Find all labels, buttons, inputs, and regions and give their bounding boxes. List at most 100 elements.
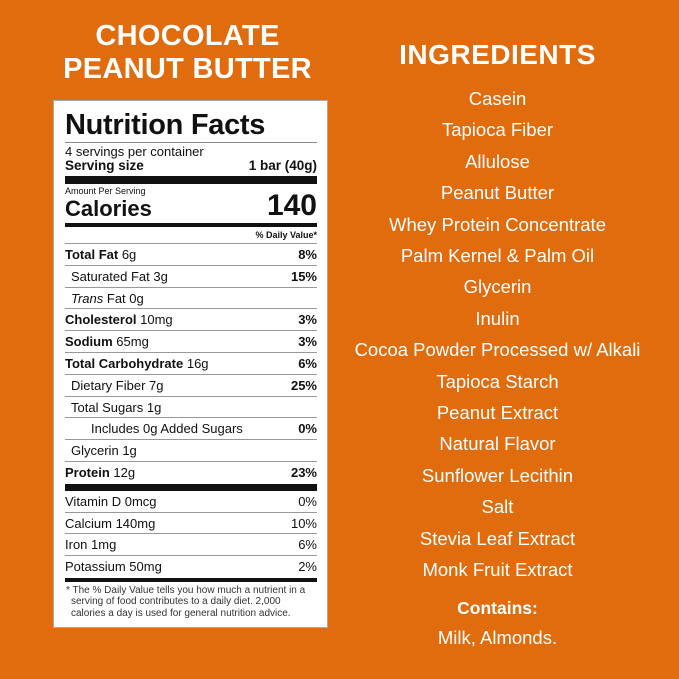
nutrient-amount: 65mg (116, 334, 149, 350)
nutrient-row: Cholesterol 10mg 3% (65, 309, 317, 332)
ingredient-item: Salt (481, 496, 514, 518)
daily-value-header: % Daily Value* (65, 227, 317, 244)
nutrient-label: Glycerin 1g (65, 440, 137, 461)
nutrient-dv: 0% (298, 421, 317, 437)
calories-label: Calories (65, 196, 152, 221)
vitamin-dv: 2% (298, 559, 317, 575)
ingredient-item: Stevia Leaf Extract (419, 527, 576, 549)
nutrient-dv: 3% (298, 334, 317, 350)
nutrient-row: Total Fat 6g 8% (65, 244, 317, 266)
vitamin-row: Potassium 50mg 2% (65, 556, 317, 578)
nutrient-label: Dietary Fiber 7g (65, 375, 164, 396)
footnote: * The % Daily Value tells you how much a… (66, 584, 306, 619)
nutrient-row: Dietary Fiber 7g 25% (65, 375, 317, 397)
serving-size-value: 1 bar (40g) (248, 158, 317, 173)
amount-per-serving: Amount Per Serving (65, 186, 146, 196)
vitamin-dv: 10% (290, 515, 317, 531)
nutrient-name: Dietary Fiber (71, 377, 146, 393)
contains-value: Milk, Almonds. (437, 627, 558, 648)
nutrient-amount: 1g (122, 443, 137, 459)
nutrient-name: Total Fat (65, 247, 119, 262)
medium-divider (65, 223, 317, 227)
vitamin-name: Iron 1mg (65, 537, 117, 553)
vitamin-row: Iron 1mg 6% (65, 534, 317, 557)
nutrient-row: Trans Fat 0g (65, 288, 317, 310)
nutrient-amount: Fat 0g (106, 290, 144, 306)
nutrient-name: Protein (65, 464, 110, 480)
ingredient-item: Casein (468, 88, 527, 109)
ingredient-item: Cocoa Powder Processed w/ Alkali (354, 339, 641, 361)
nutrient-dv: 8% (298, 247, 317, 262)
serving-size: Serving size 1 bar (40g) (65, 158, 317, 173)
ingredient-item: Monk Fruit Extract (422, 559, 573, 580)
calories-value: 140 (266, 189, 317, 222)
nutrient-label: Saturated Fat 3g (65, 266, 168, 287)
nutrient-amount: 7g (149, 377, 164, 393)
vitamin-name: Vitamin D 0mcg (65, 493, 157, 509)
vitamin-name: Potassium 50mg (65, 559, 162, 575)
thick-divider (65, 483, 317, 491)
nutrient-name: Trans (71, 290, 104, 306)
nutrient-name: Total Sugars (71, 399, 144, 415)
nutrient-row: Saturated Fat 3g 15% (65, 266, 317, 288)
nutrient-dv: 6% (298, 355, 317, 371)
contains-label: Contains: (457, 598, 538, 618)
nutrient-label: Total Fat 6g (65, 244, 136, 265)
vitamin-rows: Vitamin D 0mcg 0% Calcium 140mg 10% Iron 1mg… (65, 491, 317, 578)
nutrient-name: Sodium (65, 334, 113, 350)
nutrient-label: Total Carbohydrate 16g (65, 353, 209, 374)
ingredient-item: Allulose (465, 150, 530, 172)
vitamin-row: Vitamin D 0mcg 0% (65, 491, 317, 513)
nutrient-amount: 6g (121, 247, 137, 262)
servings-per-container: 4 servings per container (65, 144, 204, 159)
ingredient-item: Tapioca Starch (436, 370, 559, 392)
nutrient-row: Includes 0g Added Sugars 0% (65, 418, 317, 441)
medium-divider (65, 577, 317, 582)
nutrient-label: Cholesterol 10mg (65, 309, 173, 330)
product-title-line1: CHOCOLATE (95, 20, 280, 52)
ingredients-heading: INGREDIENTS (399, 39, 596, 70)
nutrition-heading: Nutrition Facts (65, 109, 317, 143)
calories-row: Calories 140 (65, 191, 317, 221)
nutrient-label: Total Sugars 1g (65, 397, 161, 418)
ingredient-item: Sunflower Lecithin (421, 464, 574, 486)
nutrient-rows: Total Fat 6g 8% Saturated Fat 3g 15% Trans F… (65, 244, 317, 484)
thick-divider (65, 176, 317, 184)
nutrient-name: Total Carbohydrate (65, 355, 184, 371)
vitamin-dv: 6% (298, 537, 317, 553)
nutrient-name: Cholesterol (65, 312, 137, 328)
nutrient-row: Total Sugars 1g (65, 397, 317, 419)
nutrient-row: Glycerin 1g (65, 440, 317, 462)
nutrition-facts-label: Nutrition Facts 4 servings per container… (53, 100, 328, 628)
nutrient-amount: 10mg (140, 312, 173, 328)
nutrient-amount: 1g (146, 399, 162, 415)
vitamin-dv: 0% (298, 493, 317, 509)
nutrient-row: Sodium 65mg 3% (65, 331, 317, 353)
nutrient-dv: 23% (290, 464, 317, 480)
nutrient-row: Protein 12g 23% (65, 462, 317, 484)
ingredient-item: Palm Kernel & Palm Oil (400, 245, 595, 266)
nutrient-label: Includes 0g Added Sugars (65, 418, 243, 439)
nutrient-dv: 3% (298, 312, 317, 328)
nutrient-name: Glycerin (71, 443, 119, 459)
ingredient-item: Tapioca Fiber (441, 119, 554, 141)
nutrient-label: Protein 12g (65, 462, 135, 484)
serving-size-label: Serving size (65, 158, 144, 173)
nutrient-dv: 15% (290, 268, 317, 284)
ingredient-item: Glycerin (463, 276, 532, 298)
ingredient-item: Peanut Butter (440, 182, 555, 204)
nutrient-amount: 12g (113, 464, 136, 480)
nutrient-label: Trans Fat 0g (65, 288, 144, 309)
vitamin-row: Calcium 140mg 10% (65, 513, 317, 535)
ingredient-item: Peanut Extract (436, 402, 559, 423)
vitamin-name: Calcium 140mg (65, 515, 156, 531)
ingredient-item: Inulin (475, 307, 520, 329)
nutrient-row: Total Carbohydrate 16g 6% (65, 353, 317, 375)
nutrient-dv: 25% (290, 377, 317, 393)
nutrient-amount: 3g (153, 268, 168, 284)
ingredient-item: Natural Flavor (439, 433, 556, 455)
nutrient-name: Includes 0g Added Sugars (91, 421, 243, 437)
ingredient-item: Whey Protein Concentrate (389, 213, 606, 235)
nutrient-label: Sodium 65mg (65, 331, 149, 352)
nutrient-name: Saturated Fat (71, 268, 150, 284)
